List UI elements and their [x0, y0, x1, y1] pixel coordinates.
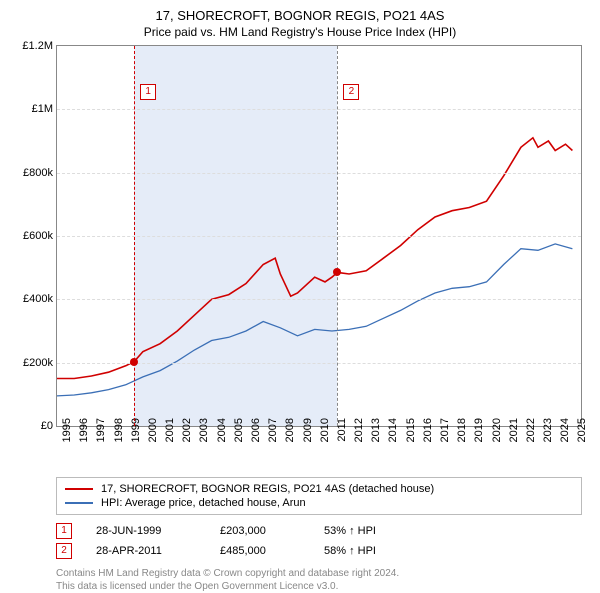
sale-marker-label: 1 — [140, 84, 156, 100]
x-axis-label: 2014 — [387, 418, 399, 458]
fine-print: Contains HM Land Registry data © Crown c… — [56, 567, 582, 593]
sale-hpi: 53% ↑ HPI — [324, 525, 404, 537]
sale-marker: 2 — [56, 543, 72, 559]
x-axis-label: 2016 — [422, 418, 434, 458]
y-axis-label: £200k — [13, 357, 53, 369]
x-axis-label: 2006 — [250, 418, 262, 458]
x-axis-label: 2019 — [473, 418, 485, 458]
x-axis-label: 2001 — [164, 418, 176, 458]
fine-print-line: This data is licensed under the Open Gov… — [56, 580, 582, 593]
sale-hpi: 58% ↑ HPI — [324, 545, 404, 557]
sale-date: 28-JUN-1999 — [96, 525, 196, 537]
sale-price: £485,000 — [220, 545, 300, 557]
sale-dot — [333, 268, 341, 276]
x-axis-label: 2012 — [353, 418, 365, 458]
x-axis-label: 2023 — [542, 418, 554, 458]
chart-subtitle: Price paid vs. HM Land Registry's House … — [12, 25, 588, 39]
x-axis-label: 2002 — [181, 418, 193, 458]
x-axis-label: 2024 — [559, 418, 571, 458]
sale-date: 28-APR-2011 — [96, 545, 196, 557]
x-axis-label: 2007 — [267, 418, 279, 458]
sale-dot — [130, 358, 138, 366]
legend: 17, SHORECROFT, BOGNOR REGIS, PO21 4AS (… — [56, 477, 582, 515]
sale-marker-label: 2 — [343, 84, 359, 100]
chart-container: 17, SHORECROFT, BOGNOR REGIS, PO21 4AS P… — [0, 0, 600, 560]
x-axis-label: 2010 — [319, 418, 331, 458]
x-axis-label: 2025 — [576, 418, 588, 458]
sale-row: 1 28-JUN-1999 £203,000 53% ↑ HPI — [56, 521, 582, 541]
sale-price: £203,000 — [220, 525, 300, 537]
sale-marker: 1 — [56, 523, 72, 539]
x-axis-label: 2021 — [508, 418, 520, 458]
x-axis-label: 2013 — [370, 418, 382, 458]
sales-table: 1 28-JUN-1999 £203,000 53% ↑ HPI 2 28-APR-201… — [56, 521, 582, 561]
y-axis-label: £0 — [13, 420, 53, 432]
x-axis-label: 1999 — [130, 418, 142, 458]
legend-label: HPI: Average price, detached house, Arun — [101, 497, 306, 509]
y-axis-label: £600k — [13, 230, 53, 242]
y-axis-label: £800k — [13, 167, 53, 179]
x-axis-label: 2018 — [456, 418, 468, 458]
x-axis-label: 2022 — [525, 418, 537, 458]
x-axis-label: 2020 — [491, 418, 503, 458]
x-axis-label: 1997 — [95, 418, 107, 458]
x-axis-label: 1995 — [61, 418, 73, 458]
chart-title: 17, SHORECROFT, BOGNOR REGIS, PO21 4AS — [12, 8, 588, 23]
legend-label: 17, SHORECROFT, BOGNOR REGIS, PO21 4AS (… — [101, 483, 434, 495]
legend-swatch — [65, 488, 93, 490]
y-axis-label: £1.2M — [13, 40, 53, 52]
y-axis-label: £400k — [13, 293, 53, 305]
x-axis-label: 2009 — [302, 418, 314, 458]
x-axis-label: 2003 — [198, 418, 210, 458]
x-axis-label: 2008 — [284, 418, 296, 458]
x-axis-label: 2005 — [233, 418, 245, 458]
legend-row: HPI: Average price, detached house, Arun — [65, 496, 573, 510]
plot-area: £0£200k£400k£600k£800k£1M£1.2M1995199619… — [56, 45, 582, 427]
fine-print-line: Contains HM Land Registry data © Crown c… — [56, 567, 582, 580]
x-axis-label: 2015 — [405, 418, 417, 458]
legend-row: 17, SHORECROFT, BOGNOR REGIS, PO21 4AS (… — [65, 482, 573, 496]
sale-row: 2 28-APR-2011 £485,000 58% ↑ HPI — [56, 541, 582, 561]
x-axis-label: 2000 — [147, 418, 159, 458]
x-axis-label: 2004 — [216, 418, 228, 458]
y-axis-label: £1M — [13, 103, 53, 115]
x-axis-label: 2017 — [439, 418, 451, 458]
x-axis-label: 1998 — [113, 418, 125, 458]
legend-swatch — [65, 502, 93, 504]
x-axis-label: 1996 — [78, 418, 90, 458]
